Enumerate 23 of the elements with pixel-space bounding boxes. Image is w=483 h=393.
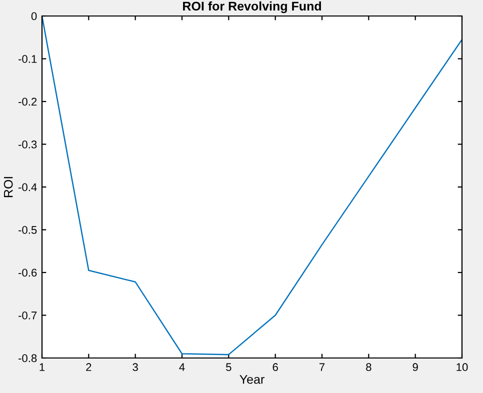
y-tick-label: -0.1	[18, 55, 37, 63]
line-series	[42, 16, 462, 356]
y-tick-label: -0.2	[18, 98, 37, 106]
x-tick-label: 10	[456, 363, 468, 372]
y-tick-label: -0.6	[18, 268, 37, 277]
x-tick-label: 7	[319, 363, 325, 371]
chart-title: ROI for Revolving Fund	[183, 1, 321, 14]
x-tick-label: 9	[412, 363, 418, 372]
y-tick-label: -0.5	[18, 226, 37, 234]
x-tick-label: 3	[132, 363, 138, 372]
x-tick-label: 6	[272, 363, 278, 372]
x-tick-label: 8	[366, 363, 372, 372]
y-tick-label: -0.7	[18, 312, 37, 320]
y-tick-label: -0.4	[18, 183, 37, 192]
y-tick-label: -0.3	[18, 140, 37, 148]
y-axis-title: ROI	[4, 177, 13, 198]
x-tick-label: 1	[40, 363, 45, 371]
x-tick-label: 5	[226, 363, 232, 372]
x-tick-label: 4	[179, 363, 185, 371]
y-tick-label: 0	[31, 12, 37, 20]
x-axis-title: Year	[240, 375, 264, 384]
x-tick-label: 2	[86, 363, 92, 371]
y-tick-label: -0.8	[18, 354, 37, 362]
